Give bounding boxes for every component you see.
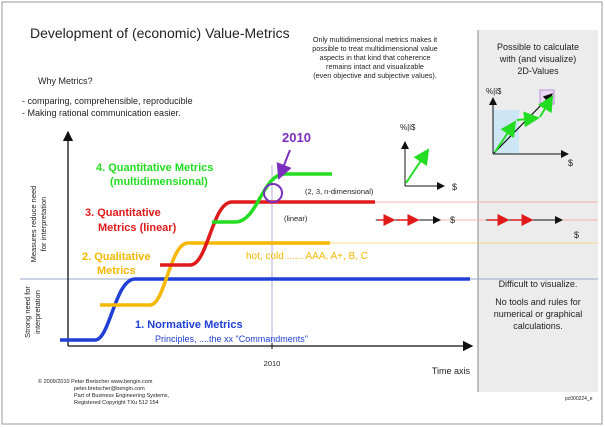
linear-arrows: $ $: [376, 214, 579, 240]
stage-4-label: (multidimensional): [110, 176, 208, 188]
page-title: Development of (economic) Value-Metrics: [30, 25, 290, 41]
mini-green-arrow: [405, 148, 430, 184]
linear-x-symbol: $: [450, 215, 455, 225]
top-note-line: (even objective and subjective values).: [313, 71, 436, 80]
why-point: - comparing, comprehensible, reproducibl…: [22, 96, 193, 106]
stage-3-example: (linear): [284, 214, 308, 223]
why-heading: Why Metrics?: [38, 76, 93, 86]
right-panel-heading: Possible to calculate with (and visualiz…: [497, 42, 579, 76]
top-note-line: Only multidimensional metrics makes it: [313, 35, 437, 44]
difficult-text: Difficult to visualize.: [499, 279, 578, 289]
footer-line: © 2009/2010 Peter Bretscher www.bengin.c…: [38, 378, 153, 385]
qualitative-curve: [100, 241, 330, 307]
svg-text:2D-Values: 2D-Values: [517, 66, 559, 76]
stage-2-label: 2. Qualitative: [82, 251, 150, 263]
quant-linear-curve: [160, 200, 375, 267]
footer: © 2009/2010 Peter Bretscher www.bengin.c…: [38, 378, 170, 406]
right-panel-background: [478, 30, 598, 392]
stage-3-label: Metrics (linear): [98, 222, 177, 234]
svg-text:calculations.: calculations.: [513, 321, 563, 331]
stage-1-example: Principles, ....the xx "Commandments": [155, 334, 308, 344]
y-lower-label: Strong need for interpretation: [23, 286, 42, 338]
footer-code: pc000224_e: [565, 396, 593, 402]
year-2010-circle: [263, 183, 283, 203]
stage-1-label: 1. Normative Metrics: [135, 319, 243, 331]
top-note-line: remains intact and visualizable: [326, 62, 424, 71]
top-note-line: aspects in that kind that coherence: [319, 53, 430, 62]
footer-line: Part of Business Engineering Systems,: [74, 393, 170, 399]
mini-y-label: %|i$: [400, 123, 416, 132]
footer-line: peter.bretscher@bengin.com: [74, 386, 145, 392]
panel-linear-x-symbol: $: [574, 230, 579, 240]
svg-text:Possible to calculate: Possible to calculate: [497, 42, 579, 52]
svg-text:No tools and rules for: No tools and rules for: [495, 297, 581, 307]
year-2010-marker: 2010: [282, 130, 311, 145]
stage-2-label: Metrics: [97, 265, 136, 277]
top-note: Only multidimensional metrics makes it p…: [312, 35, 437, 80]
normative-curve: [60, 277, 470, 342]
panel-x-symbol: $: [568, 158, 573, 168]
mini-x-symbol: $: [452, 182, 457, 192]
svg-text:Strong need for: Strong need for: [23, 286, 32, 338]
stage-4-example: (2, 3, n-dimensional): [305, 187, 374, 196]
stage-4-label: 4. Quantitative Metrics: [96, 162, 213, 174]
y-upper-label: Measures reduce need for interpretation: [29, 186, 48, 263]
svg-text:numerical or graphical: numerical or graphical: [494, 309, 583, 319]
top-note-line: possible to treat multidimensional value: [312, 44, 437, 53]
stage-2-example: hot, cold ...... AAA, A+, B, C: [246, 251, 368, 262]
stage-3-label: 3. Quantitative: [85, 207, 161, 219]
svg-text:interpretation: interpretation: [33, 290, 42, 334]
panel-y-label: %|i$: [486, 87, 502, 96]
no-tools-text: No tools and rules for numerical or grap…: [494, 297, 583, 331]
x-tick-label: 2010: [264, 359, 281, 368]
panel-2d-chart: %|i$ $: [486, 87, 573, 168]
svg-text:with (and visualize): with (and visualize): [499, 54, 577, 64]
footer-line: Registered Copyright TXu 512 154: [74, 400, 159, 406]
mini-2d-chart: %|i$ $: [400, 123, 457, 192]
svg-text:for interpretation: for interpretation: [39, 197, 48, 252]
svg-text:Measures reduce need: Measures reduce need: [29, 186, 38, 263]
why-point: - Making rational communication easier.: [22, 108, 181, 118]
x-axis-label: Time axis: [432, 366, 471, 376]
year-2010-arrow: [276, 149, 292, 180]
